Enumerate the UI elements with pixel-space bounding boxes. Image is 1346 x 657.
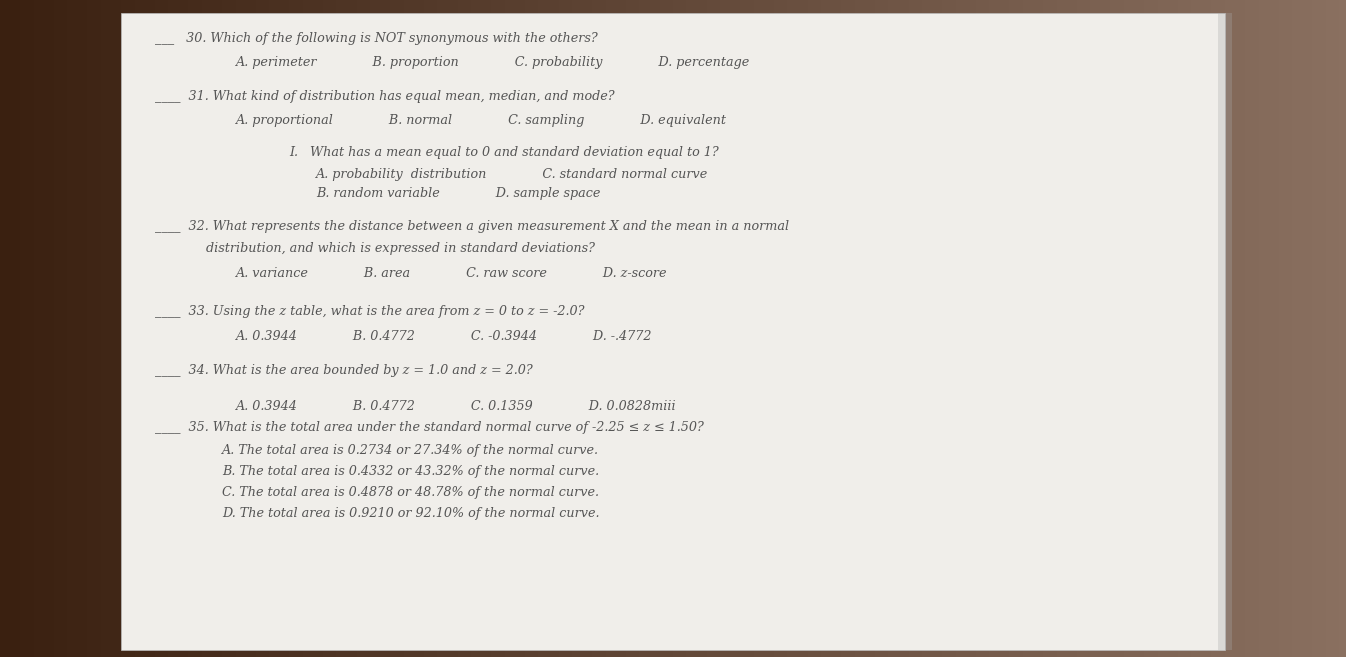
Text: ____  35. What is the total area under the standard normal curve of -2.25 ≤ z ≤ : ____ 35. What is the total area under th…: [155, 420, 704, 434]
Text: A. The total area is 0.2734 or 27.34% of the normal curve.: A. The total area is 0.2734 or 27.34% of…: [222, 443, 599, 457]
Text: A. perimeter              B. proportion              C. probability             : A. perimeter B. proportion C. probabilit…: [236, 56, 750, 69]
Text: D. The total area is 0.9210 or 92.10% of the normal curve.: D. The total area is 0.9210 or 92.10% of…: [222, 507, 599, 520]
Text: distribution, and which is expressed in standard deviations?: distribution, and which is expressed in …: [206, 242, 595, 255]
Text: A. proportional              B. normal              C. sampling              D. : A. proportional B. normal C. sampling D.: [236, 114, 727, 127]
Text: I.   What has a mean equal to 0 and standard deviation equal to 1?: I. What has a mean equal to 0 and standa…: [289, 146, 719, 159]
Text: B. The total area is 0.4332 or 43.32% of the normal curve.: B. The total area is 0.4332 or 43.32% of…: [222, 464, 599, 478]
FancyBboxPatch shape: [1218, 13, 1232, 650]
Text: C. The total area is 0.4878 or 48.78% of the normal curve.: C. The total area is 0.4878 or 48.78% of…: [222, 486, 599, 499]
Text: A. probability  distribution              C. standard normal curve: A. probability distribution C. standard …: [316, 168, 708, 181]
Text: ____  32. What represents the distance between a given measurement X and the mea: ____ 32. What represents the distance be…: [155, 220, 789, 233]
FancyBboxPatch shape: [121, 13, 1225, 650]
Text: A. variance              B. area              C. raw score              D. z-sco: A. variance B. area C. raw score D. z-sc…: [236, 267, 668, 281]
Text: A. 0.3944              B. 0.4772              C. 0.1359              D. 0.0828mi: A. 0.3944 B. 0.4772 C. 0.1359 D. 0.0828m…: [236, 400, 676, 413]
Text: A. 0.3944              B. 0.4772              C. -0.3944              D. -.4772: A. 0.3944 B. 0.4772 C. -0.3944 D. -.4772: [236, 330, 651, 343]
Text: ____  31. What kind of distribution has equal mean, median, and mode?: ____ 31. What kind of distribution has e…: [155, 90, 614, 103]
Text: ____  33. Using the z table, what is the area from z = 0 to z = -2.0?: ____ 33. Using the z table, what is the …: [155, 305, 584, 318]
Text: ___   30. Which of the following is NOT synonymous with the others?: ___ 30. Which of the following is NOT sy…: [155, 32, 598, 45]
Text: B. random variable              D. sample space: B. random variable D. sample space: [316, 187, 600, 200]
Text: ____  34. What is the area bounded by z = 1.0 and z = 2.0?: ____ 34. What is the area bounded by z =…: [155, 364, 533, 377]
